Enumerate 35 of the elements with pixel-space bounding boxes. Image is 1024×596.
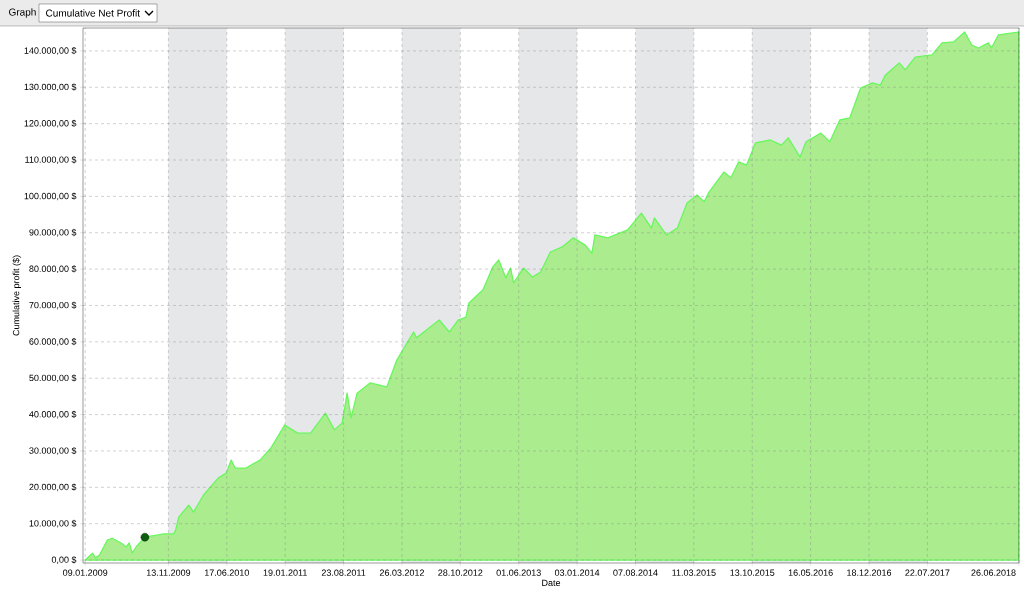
x-tick-label: 26.06.2018 <box>971 569 1016 576</box>
x-tick-label: 22.07.2017 <box>905 569 950 576</box>
y-tick-label: 70.000,00 $ <box>29 301 77 310</box>
y-tick-label: 20.000,00 $ <box>29 483 77 492</box>
x-tick-label: 19.01.2011 <box>263 569 307 576</box>
x-tick-label: 11.03.2015 <box>672 569 716 576</box>
chart-title: Cumulative Net Profit <box>46 9 140 17</box>
y-tick-label: 100.000,00 $ <box>24 192 77 201</box>
x-axis-title: Date <box>542 579 561 587</box>
x-tick-label: 16.05.2016 <box>788 569 833 576</box>
y-tick-label: 60.000,00 $ <box>29 337 77 346</box>
x-tick-label: 28.10.2012 <box>438 569 483 576</box>
text: Graph <box>9 8 36 18</box>
x-tick-label: 13.10.2015 <box>730 569 775 576</box>
y-tick-label: 90.000,00 $ <box>29 228 77 237</box>
x-tick-label: 03.01.2014 <box>554 569 600 576</box>
y-tick-label: 0,00 $ <box>51 556 77 564</box>
x-tick-label: 23.08.2011 <box>321 569 366 576</box>
y-tick-label: 80.000,00 $ <box>29 265 77 274</box>
y-tick-label: 50.000,00 $ <box>29 374 77 383</box>
x-tick-label: 17.06.2010 <box>204 569 249 576</box>
x-tick-label: 09.01.2009 <box>63 569 108 576</box>
x-tick-label: 18.12.2016 <box>847 569 892 576</box>
y-tick-label: 110.000,00 $ <box>25 156 77 164</box>
y-tick-label: 40.000,00 $ <box>29 410 77 419</box>
x-tick-label: 26.03.2012 <box>379 569 424 576</box>
y-tick-label: 140.000,00 $ <box>24 46 77 55</box>
y-tick-label: 30.000,00 $ <box>29 447 77 455</box>
y-tick-label: 10.000,00 $ <box>29 519 77 528</box>
x-tick-label: 07.08.2014 <box>613 569 658 576</box>
x-tick-label: 01.06.2013 <box>496 569 541 576</box>
x-tick-label: 13.11.2009 <box>146 569 191 576</box>
y-tick-label: 130.000,00 $ <box>24 83 77 92</box>
y-axis-title: Cumulative profit ($) <box>12 255 22 336</box>
y-tick-label: 120.000,00 $ <box>24 119 77 128</box>
